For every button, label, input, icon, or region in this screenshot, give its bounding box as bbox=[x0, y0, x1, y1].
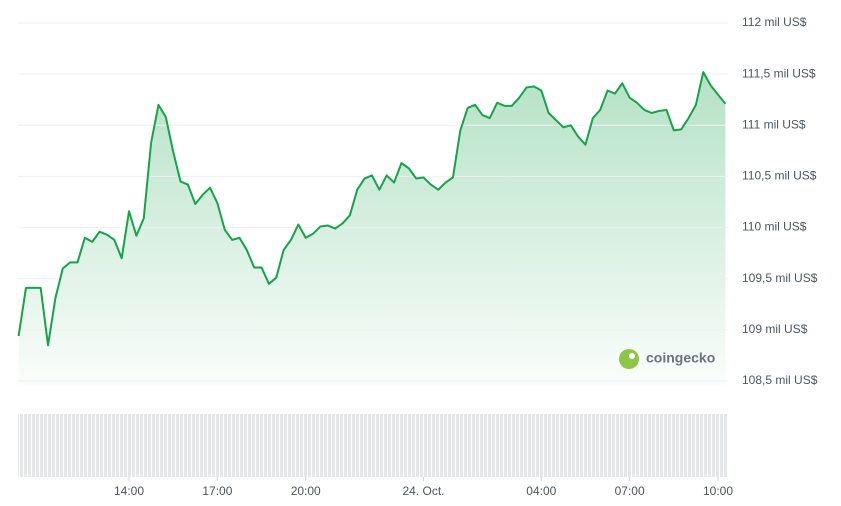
logo bbox=[619, 349, 639, 369]
x-tick-label: 17:00 bbox=[202, 484, 232, 498]
volume-band bbox=[18, 414, 728, 477]
y-tick-label: 110 mil US$ bbox=[742, 220, 807, 234]
x-tick-label: 10:00 bbox=[703, 484, 733, 498]
watermark: coingecko bbox=[619, 349, 715, 369]
x-tick-label: 07:00 bbox=[615, 484, 645, 498]
area-fill bbox=[18, 72, 726, 385]
y-tick-label: 111 mil US$ bbox=[742, 117, 806, 131]
y-tick-label: 109,5 mil US$ bbox=[742, 271, 818, 285]
x-tick-label: 20:00 bbox=[291, 484, 321, 498]
watermark-text: coingecko bbox=[646, 350, 715, 366]
y-tick-label: 108,5 mil US$ bbox=[742, 373, 818, 387]
x-tick-label: 04:00 bbox=[526, 484, 556, 498]
x-tick-label: 24. Oct. bbox=[402, 484, 444, 498]
logo-eye bbox=[629, 353, 635, 359]
price-line bbox=[17, 71, 727, 347]
x-tick-label: 14:00 bbox=[114, 484, 144, 498]
y-tick-label: 110,5 mil US$ bbox=[742, 169, 817, 183]
y-tick-label: 112 mil US$ bbox=[742, 15, 807, 29]
y-tick-label: 111,5 mil US$ bbox=[742, 66, 816, 80]
y-tick-label: 109 mil US$ bbox=[742, 322, 808, 336]
